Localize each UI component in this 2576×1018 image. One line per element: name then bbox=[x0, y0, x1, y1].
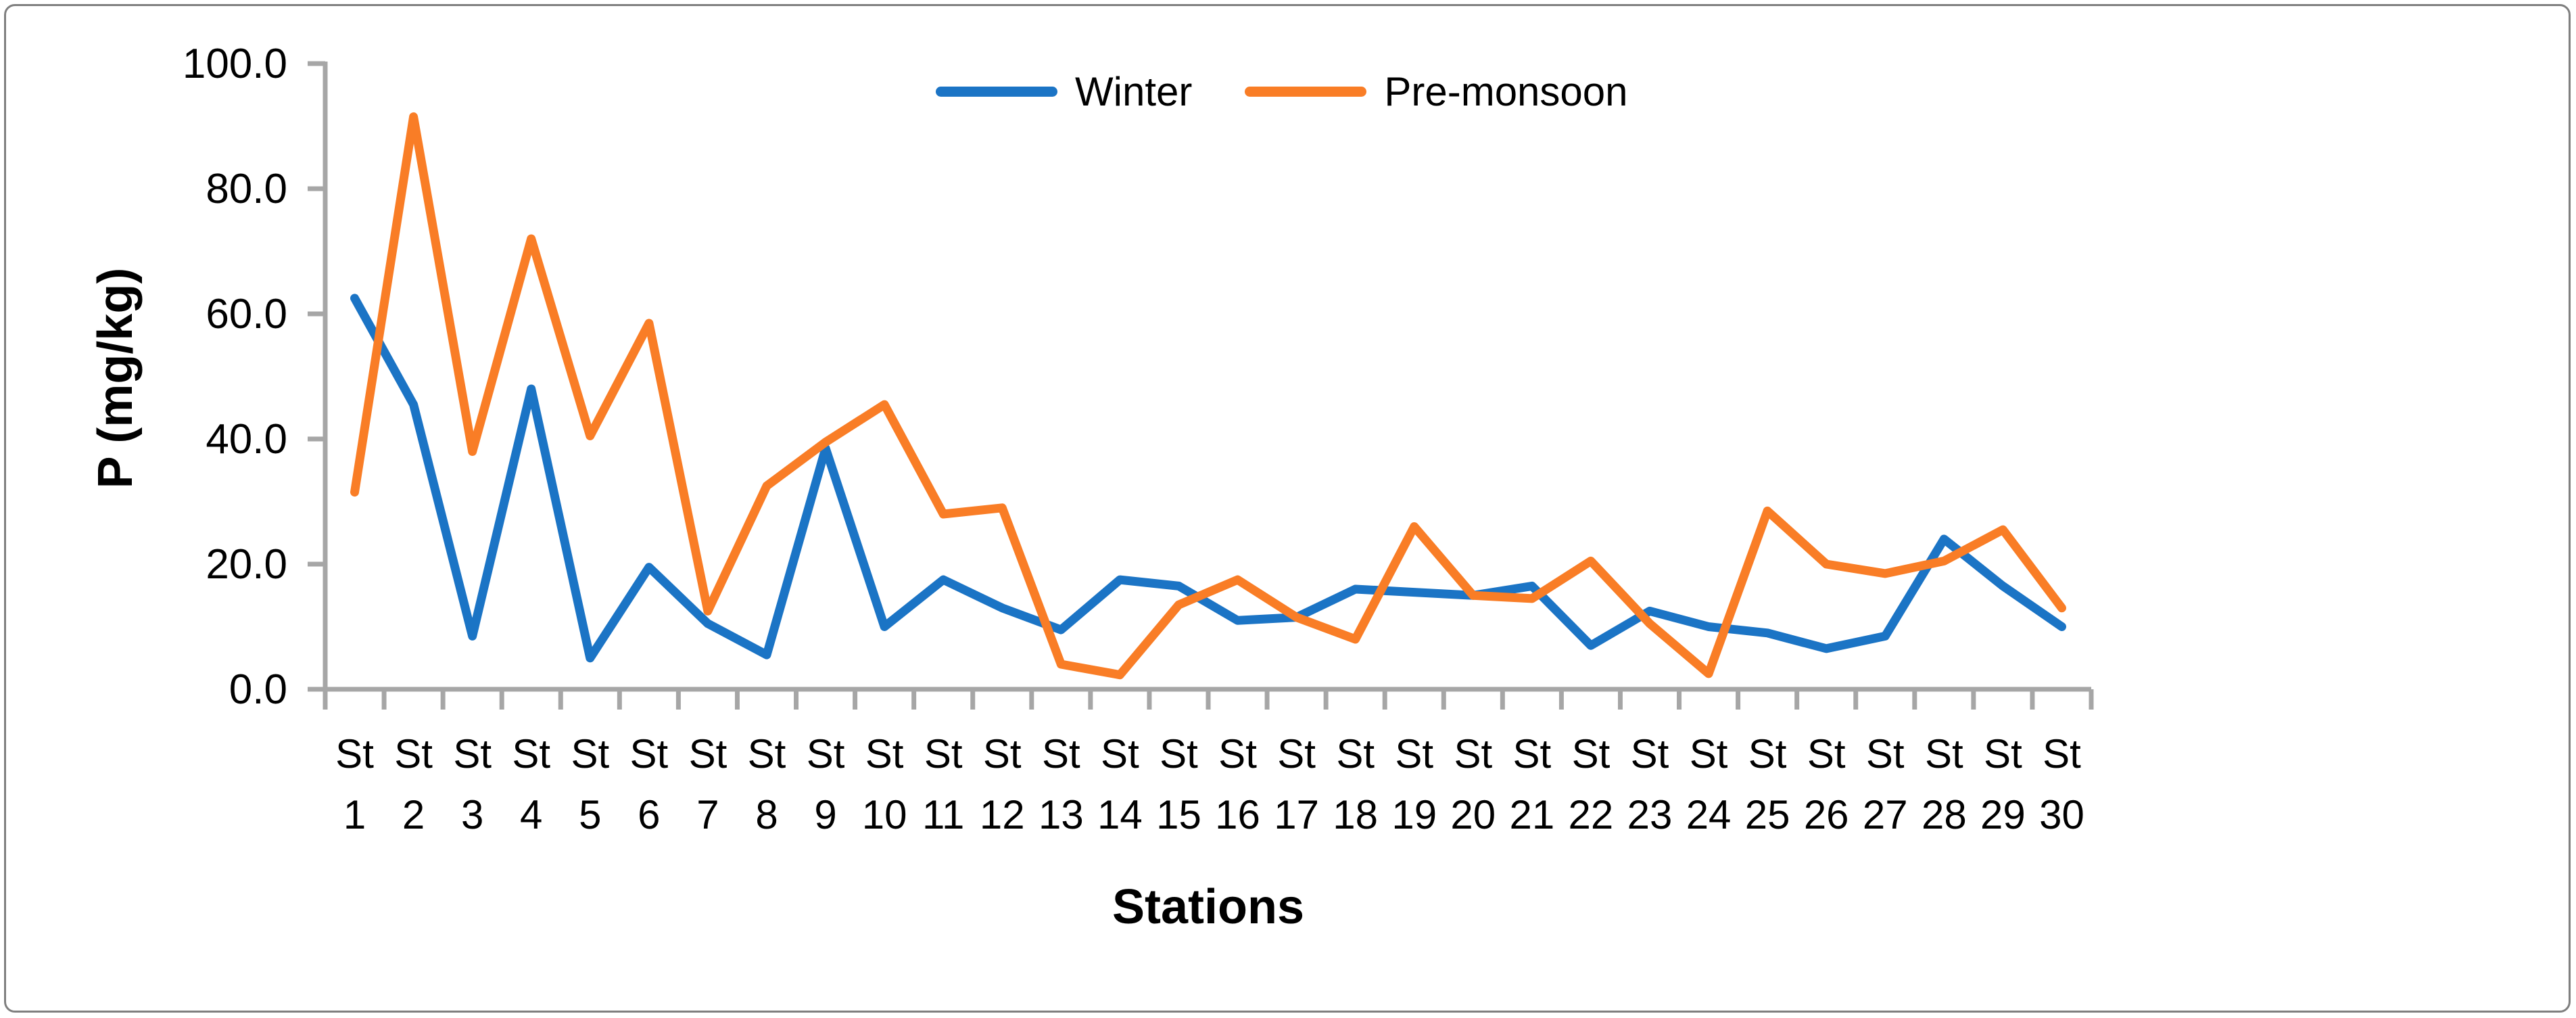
x-category-label: St bbox=[1336, 731, 1375, 777]
legend: Winter Pre-monsoon bbox=[936, 67, 1628, 116]
y-tick-label: 60.0 bbox=[206, 291, 287, 338]
premonsoon-series-line bbox=[350, 112, 2066, 680]
x-category-label-number: 27 bbox=[1863, 792, 1908, 837]
x-category-label-number: 10 bbox=[862, 792, 907, 837]
y-tick-label: 40.0 bbox=[206, 416, 287, 463]
y-axis-title: P (mg/kg) bbox=[89, 267, 143, 489]
x-category-label-number: 25 bbox=[1745, 792, 1790, 837]
x-category-label-number: 5 bbox=[579, 792, 601, 837]
x-category-label-number: 22 bbox=[1569, 792, 1614, 837]
x-category-label: St bbox=[865, 731, 904, 777]
x-category-label-number: 18 bbox=[1333, 792, 1378, 837]
x-category-label-number: 16 bbox=[1215, 792, 1260, 837]
x-category-label-number: 4 bbox=[520, 792, 542, 837]
x-category-label-number: 19 bbox=[1391, 792, 1437, 837]
x-category-label-number: 6 bbox=[638, 792, 660, 837]
x-category-label-number: 26 bbox=[1804, 792, 1849, 837]
x-category-label: St bbox=[748, 731, 786, 777]
x-category-label-number: 3 bbox=[461, 792, 483, 837]
x-category-label-number: 14 bbox=[1097, 792, 1143, 837]
legend-label-winter: Winter bbox=[1075, 68, 1193, 114]
winter-line-swatch-icon bbox=[936, 86, 1057, 97]
x-category-label-number: 7 bbox=[696, 792, 719, 837]
x-category-label: St bbox=[1748, 731, 1787, 777]
x-category-label: St bbox=[1866, 731, 1905, 777]
x-category-label-number: 12 bbox=[980, 792, 1025, 837]
x-category-label-number: 15 bbox=[1156, 792, 1201, 837]
x-category-label-number: 9 bbox=[814, 792, 836, 837]
x-category-label-number: 30 bbox=[2039, 792, 2084, 837]
x-category-label-number: 29 bbox=[1980, 792, 2026, 837]
x-category-label: St bbox=[983, 731, 1022, 777]
x-category-label: St bbox=[1925, 731, 1963, 777]
x-category-label: St bbox=[1218, 731, 1257, 777]
x-axis-title: Stations bbox=[1112, 880, 1305, 934]
legend-item-premonsoon: Pre-monsoon bbox=[1245, 68, 1628, 115]
x-category-label: St bbox=[1690, 731, 1728, 777]
x-category-label: St bbox=[689, 731, 728, 777]
x-category-label-number: 1 bbox=[343, 792, 366, 837]
y-tick-label: 100.0 bbox=[183, 41, 287, 87]
x-category-label-number: 2 bbox=[402, 792, 425, 837]
x-category-label: St bbox=[1042, 731, 1080, 777]
x-category-label: St bbox=[1454, 731, 1492, 777]
x-category-label-number: 8 bbox=[755, 792, 778, 837]
y-tick-label: 0.0 bbox=[229, 666, 287, 713]
x-category-label: St bbox=[1160, 731, 1198, 777]
x-category-label: St bbox=[453, 731, 492, 777]
x-category-label: St bbox=[1807, 731, 1846, 777]
legend-label-premonsoon: Pre-monsoon bbox=[1384, 68, 1628, 114]
x-category-label-number: 28 bbox=[1922, 792, 1967, 837]
x-category-label: St bbox=[1101, 731, 1139, 777]
x-category-label-number: 11 bbox=[922, 792, 964, 837]
winter-series-line bbox=[350, 294, 2066, 663]
legend-item-winter: Winter bbox=[936, 68, 1192, 115]
y-tick-label: 80.0 bbox=[206, 166, 287, 212]
x-category-label: St bbox=[2043, 731, 2081, 777]
x-category-label: St bbox=[924, 731, 963, 777]
x-category-label-number: 24 bbox=[1686, 792, 1732, 837]
x-category-label: St bbox=[630, 731, 669, 777]
x-category-label: St bbox=[1984, 731, 2022, 777]
x-category-label: St bbox=[1631, 731, 1669, 777]
x-category-label: St bbox=[1395, 731, 1433, 777]
x-category-label: St bbox=[571, 731, 609, 777]
x-category-label-number: 17 bbox=[1274, 792, 1319, 837]
x-category-label: St bbox=[394, 731, 433, 777]
x-category-label: St bbox=[335, 731, 374, 777]
x-category-label-number: 21 bbox=[1509, 792, 1554, 837]
x-category-label: St bbox=[1513, 731, 1552, 777]
x-category-label-number: 23 bbox=[1627, 792, 1673, 837]
x-category-label: St bbox=[1572, 731, 1611, 777]
x-category-label: St bbox=[1277, 731, 1316, 777]
x-category-label-number: 13 bbox=[1039, 792, 1084, 837]
x-category-label: St bbox=[807, 731, 845, 777]
y-tick-label: 20.0 bbox=[206, 541, 287, 588]
x-category-label-number: 20 bbox=[1450, 792, 1496, 837]
x-category-label: St bbox=[512, 731, 550, 777]
premonsoon-line-swatch-icon bbox=[1245, 86, 1367, 97]
